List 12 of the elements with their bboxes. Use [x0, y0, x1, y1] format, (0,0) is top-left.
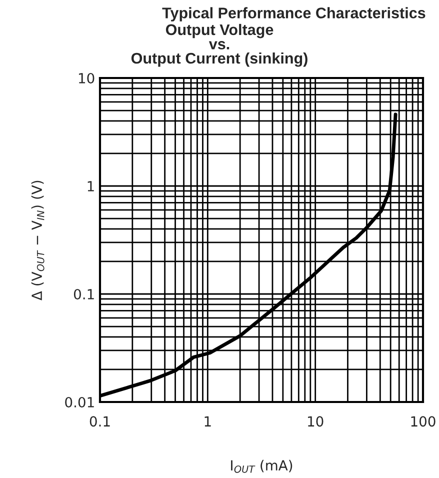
x-axis-title: I$_{OUT}$ (mA) — [231, 460, 292, 473]
y-axis-title: Δ (V$_{OUT}$ − V$_{IN}$) (V) — [31, 180, 44, 300]
y-tick-label: 10 — [78, 72, 94, 84]
chart-subtitle: Output Voltage vs. Output Current (sinking) — [131, 24, 308, 67]
y-tick-label: 0.1 — [74, 288, 94, 300]
y-tick-label: 0.01 — [65, 396, 94, 408]
x-tick-label: 0.1 — [90, 416, 110, 427]
x-tick-label: 100 — [411, 416, 436, 427]
x-tick-label: 10 — [308, 416, 324, 427]
y-tick-label: 1 — [88, 181, 94, 192]
x-tick-label: 1 — [204, 416, 211, 426]
chart-title: Typical Performance Characteristics — [162, 7, 426, 22]
